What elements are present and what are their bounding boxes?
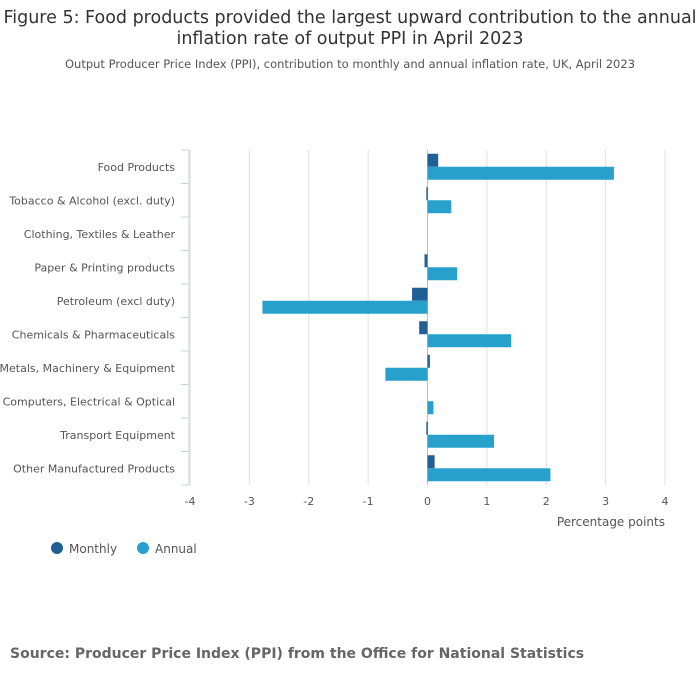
chart-subtitle: Output Producer Price Index (PPI), contr… bbox=[64, 57, 636, 71]
category-label: Transport Equipment bbox=[59, 429, 176, 442]
x-tick-label: 4 bbox=[662, 495, 669, 508]
x-tick-label: 1 bbox=[483, 495, 490, 508]
monthly-bar bbox=[427, 455, 435, 469]
category-label: Food Products bbox=[98, 161, 176, 174]
category-label: Tobacco & Alcohol (excl. duty) bbox=[8, 194, 175, 207]
annual-bar bbox=[427, 468, 551, 482]
category-label: Metals, Machinery & Equipment bbox=[0, 362, 176, 375]
annual-bar bbox=[427, 434, 494, 448]
annual-bar bbox=[427, 267, 458, 281]
annual-bar bbox=[427, 334, 512, 348]
monthly-bar bbox=[426, 187, 428, 201]
monthly-bar bbox=[412, 287, 428, 301]
category-label: Chemicals & Pharmaceuticals bbox=[12, 328, 175, 341]
monthly-bar bbox=[427, 354, 430, 368]
annual-legend-marker bbox=[137, 542, 149, 554]
monthly-bar bbox=[424, 254, 428, 268]
annual-bar bbox=[385, 367, 428, 381]
category-label: Computers, Electrical & Optical bbox=[3, 395, 175, 408]
x-tick-label: -3 bbox=[244, 495, 255, 508]
x-tick-label: 0 bbox=[424, 495, 431, 508]
x-tick-label: 3 bbox=[602, 495, 609, 508]
monthly-bar bbox=[419, 321, 428, 335]
annual-bar bbox=[427, 166, 614, 180]
category-label: Other Manufactured Products bbox=[13, 462, 175, 475]
x-axis-title: Percentage points bbox=[557, 515, 665, 529]
annual-bar bbox=[262, 300, 428, 314]
monthly-bar bbox=[426, 421, 428, 435]
x-tick-label: -4 bbox=[185, 495, 196, 508]
bar-chart: -4 -3 -2 -1 0 1 2 3 4 Food Products Tobacco & Alco… bbox=[0, 149, 669, 556]
source-note: Source: Producer Price Index (PPI) from … bbox=[10, 646, 585, 662]
legend-label: Monthly bbox=[69, 542, 117, 556]
category-label: Petroleum (excl duty) bbox=[57, 295, 175, 308]
annual-bar bbox=[427, 401, 434, 415]
category-label: Paper & Printing products bbox=[34, 261, 175, 274]
category-label: Clothing, Textiles & Leather bbox=[24, 228, 176, 241]
legend-label: Annual bbox=[155, 542, 197, 556]
annual-bar bbox=[427, 200, 452, 214]
monthly-legend-marker bbox=[51, 542, 63, 554]
x-tick-label: -2 bbox=[303, 495, 314, 508]
x-tick-label: -1 bbox=[363, 495, 374, 508]
chart-title: Figure 5: Food products provided the lar… bbox=[3, 8, 697, 49]
x-tick-label: 2 bbox=[543, 495, 550, 508]
monthly-bar bbox=[427, 153, 439, 167]
